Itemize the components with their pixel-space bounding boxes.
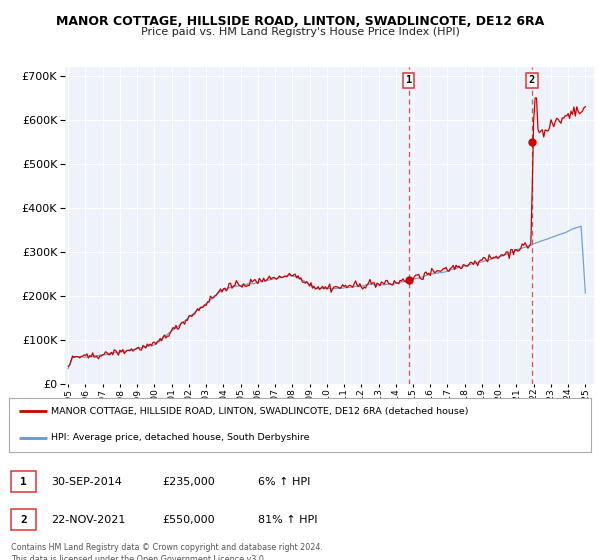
Text: £550,000: £550,000 bbox=[162, 515, 215, 525]
Text: £235,000: £235,000 bbox=[162, 477, 215, 487]
Text: 81% ↑ HPI: 81% ↑ HPI bbox=[258, 515, 317, 525]
Text: Contains HM Land Registry data © Crown copyright and database right 2024.
This d: Contains HM Land Registry data © Crown c… bbox=[11, 543, 323, 560]
Text: 30-SEP-2014: 30-SEP-2014 bbox=[51, 477, 122, 487]
Text: 1: 1 bbox=[20, 477, 27, 487]
Text: 2: 2 bbox=[529, 75, 535, 85]
Text: HPI: Average price, detached house, South Derbyshire: HPI: Average price, detached house, Sout… bbox=[51, 433, 310, 442]
Text: MANOR COTTAGE, HILLSIDE ROAD, LINTON, SWADLINCOTE, DE12 6RA: MANOR COTTAGE, HILLSIDE ROAD, LINTON, SW… bbox=[56, 15, 544, 27]
Text: 2: 2 bbox=[20, 515, 27, 525]
Text: 1: 1 bbox=[406, 75, 412, 85]
Text: Price paid vs. HM Land Registry's House Price Index (HPI): Price paid vs. HM Land Registry's House … bbox=[140, 27, 460, 38]
Text: 6% ↑ HPI: 6% ↑ HPI bbox=[258, 477, 310, 487]
Text: MANOR COTTAGE, HILLSIDE ROAD, LINTON, SWADLINCOTE, DE12 6RA (detached house): MANOR COTTAGE, HILLSIDE ROAD, LINTON, SW… bbox=[51, 407, 469, 416]
Text: 22-NOV-2021: 22-NOV-2021 bbox=[51, 515, 125, 525]
